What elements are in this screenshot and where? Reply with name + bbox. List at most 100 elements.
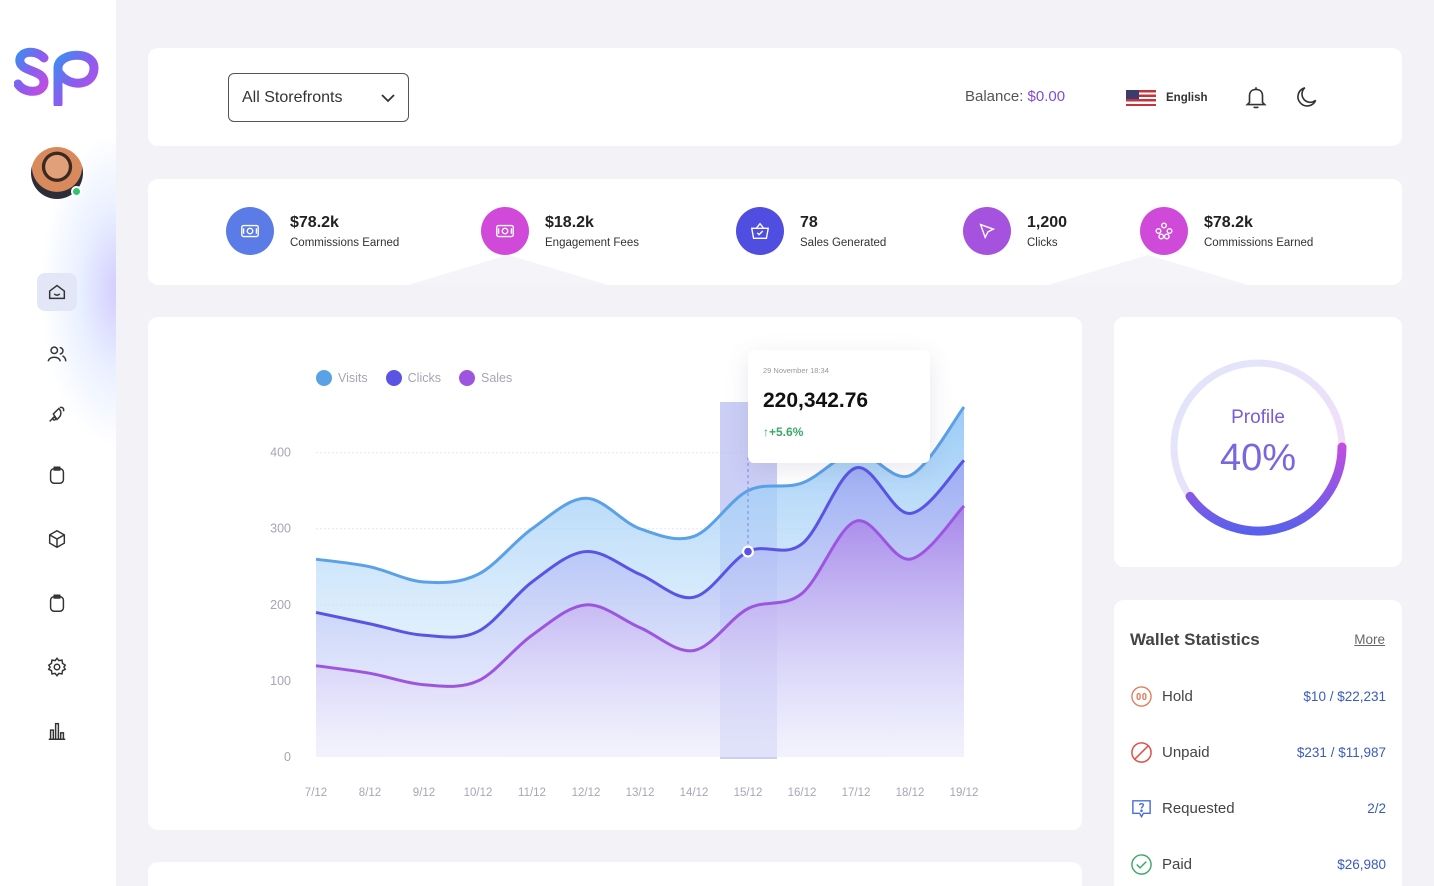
network-icon xyxy=(1155,222,1173,240)
wallet-more-link[interactable]: More xyxy=(1354,632,1385,647)
legend-label: Visits xyxy=(338,371,368,385)
y-tick-label: 300 xyxy=(270,522,291,536)
stat-value: $78.2k xyxy=(1204,213,1253,231)
sidebar-item-home[interactable] xyxy=(37,273,77,311)
legend-item-sales[interactable]: Sales xyxy=(458,370,512,386)
tooltip-value: 220,342.76 xyxy=(763,389,869,412)
paid-icon xyxy=(1131,854,1152,875)
x-tick-label: 17/12 xyxy=(842,787,871,799)
unpaid-icon xyxy=(1131,742,1152,763)
storefront-select[interactable]: All Storefronts xyxy=(228,73,409,122)
x-tick-label: 7/12 xyxy=(305,787,327,799)
chevron-down-icon xyxy=(381,94,395,103)
legend-item-visits[interactable]: Visits xyxy=(316,370,368,386)
sidebar-item-users[interactable] xyxy=(37,335,77,373)
money-icon xyxy=(496,224,514,238)
balance-value: $0.00 xyxy=(1027,88,1066,105)
stat-icon-circle xyxy=(481,207,529,255)
stat-value: 1,200 xyxy=(1027,213,1068,231)
moon-icon[interactable] xyxy=(1294,84,1320,110)
y-tick-label: 100 xyxy=(270,674,291,688)
x-tick-label: 18/12 xyxy=(896,787,925,799)
stats-bar: $78.2k Commissions Earned $18.2k Engagemen… xyxy=(148,179,1402,285)
users-icon xyxy=(47,346,67,362)
tooltip-change: ↑+5.6% xyxy=(763,425,804,439)
decorative-wave xyxy=(1048,255,1248,285)
wallet-row-paid: Paid $26,980 xyxy=(1130,853,1386,876)
language-label: English xyxy=(1166,92,1208,104)
profile-percent: 40% xyxy=(1219,437,1297,479)
stat-value: $18.2k xyxy=(545,213,594,231)
y-tick-label: 400 xyxy=(270,446,291,460)
legend-label: Clicks xyxy=(407,371,441,385)
x-tick-label: 15/12 xyxy=(734,787,763,799)
language-selector[interactable]: English xyxy=(1126,90,1208,106)
megaphone-icon xyxy=(49,406,65,422)
stat-icon-circle xyxy=(226,207,274,255)
stat-label: Sales Generated xyxy=(800,236,887,249)
data-point-marker[interactable] xyxy=(744,547,752,556)
series-line-clicks[interactable] xyxy=(315,459,966,639)
sidebar-item-orders[interactable] xyxy=(37,456,77,494)
stat-icon-circle xyxy=(1140,207,1188,255)
x-tick-label: 14/12 xyxy=(680,787,709,799)
money-icon xyxy=(241,224,259,238)
legend-swatch xyxy=(385,370,402,386)
sidebar-item-reports[interactable] xyxy=(37,584,77,622)
stat-label: Commissions Earned xyxy=(290,236,400,249)
balance-label: Balance: xyxy=(965,88,1024,105)
us-flag-icon xyxy=(1126,90,1156,106)
profile-progress-ring xyxy=(1170,359,1347,536)
legend-swatch xyxy=(316,370,332,386)
stat-engagement-fees: $18.2k Engagement Fees xyxy=(481,207,639,255)
cursor-icon xyxy=(979,223,996,240)
stat-commissions-earned-2: $78.2k Commissions Earned xyxy=(1140,207,1313,255)
series-line-sales[interactable] xyxy=(315,504,966,688)
wallet-row-hold: Hold $10 / $22,231 xyxy=(1130,685,1386,708)
sidebar-item-campaigns[interactable] xyxy=(37,395,77,433)
wallet-row-amount: $10 / $22,231 xyxy=(1303,689,1386,704)
wallet-statistics-card: Wallet Statistics More Hold $10 / $22,23… xyxy=(1114,600,1402,886)
stat-label: Commissions Earned xyxy=(1204,236,1314,249)
sidebar xyxy=(0,0,116,886)
online-status-dot xyxy=(71,186,82,197)
sidebar-item-settings[interactable] xyxy=(37,648,77,686)
stat-sales-generated: 78 Sales Generated xyxy=(736,207,886,255)
bell-icon[interactable] xyxy=(1243,84,1269,110)
wallet-title: Wallet Statistics xyxy=(1130,630,1260,649)
stat-label: Clicks xyxy=(1027,236,1058,249)
gear-icon xyxy=(47,657,67,677)
requested-icon xyxy=(1132,800,1151,819)
sp-logo-icon[interactable] xyxy=(14,44,100,106)
bottom-card xyxy=(148,862,1082,886)
stat-value: 78 xyxy=(800,213,818,231)
legend-item-clicks[interactable]: Clicks xyxy=(385,370,441,386)
wallet-row-name: Requested xyxy=(1162,800,1235,817)
x-tick-label: 16/12 xyxy=(788,787,817,799)
clipboard-icon xyxy=(49,466,65,484)
x-tick-label: 8/12 xyxy=(359,787,381,799)
stat-label: Engagement Fees xyxy=(545,236,639,249)
legend-swatch xyxy=(458,370,475,386)
stat-icon-circle xyxy=(963,207,1011,255)
y-tick-label: 0 xyxy=(284,750,291,764)
x-tick-label: 12/12 xyxy=(572,787,601,799)
bar-chart-icon xyxy=(48,722,66,740)
sidebar-item-analytics[interactable] xyxy=(37,712,77,750)
tooltip-date: 29 November 18:34 xyxy=(763,366,829,375)
y-tick-label: 200 xyxy=(270,598,291,612)
x-tick-label: 9/12 xyxy=(413,787,435,799)
wallet-row-name: Unpaid xyxy=(1162,744,1210,761)
profile-label: Profile xyxy=(1231,407,1285,428)
traffic-chart-card: 0 100 200 300 400 7/12 8/12 9/12 10/12 11/12 12/1… xyxy=(148,317,1082,830)
sidebar-item-products[interactable] xyxy=(37,520,77,558)
x-tick-label: 11/12 xyxy=(518,787,546,799)
box-icon xyxy=(48,529,66,549)
traffic-chart[interactable]: 0 100 200 300 400 7/12 8/12 9/12 10/12 11/12 12/1… xyxy=(148,317,1082,830)
chart-legend: Visits Clicks Sales xyxy=(316,370,512,386)
series-area-sales xyxy=(316,505,964,757)
profile-completion-card: Profile 40% xyxy=(1114,317,1402,567)
stat-icon-circle xyxy=(736,207,784,255)
x-tick-label: 13/12 xyxy=(626,787,655,799)
avatar[interactable] xyxy=(31,147,83,199)
